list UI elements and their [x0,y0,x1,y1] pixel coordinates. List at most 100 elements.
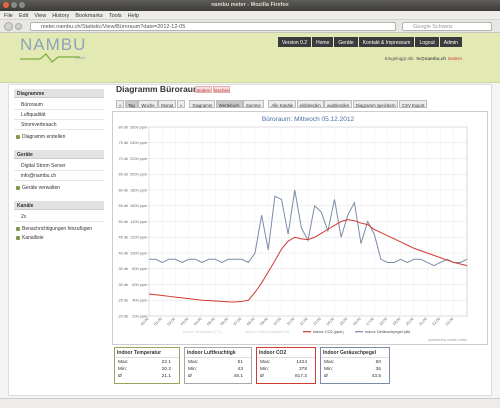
x-tick-label: 10:00 [273,317,283,327]
y-tick-label: 45 db [118,236,128,240]
search-box[interactable]: Google Schweiz [402,22,492,31]
x-tick-label: 17:00 [365,317,375,327]
legend-label: Indoor Geräuschpegel (db) [365,330,411,334]
stats-label: Min: [260,367,270,372]
toolbar-button[interactable]: Alle Kanäle [268,100,297,108]
window-button[interactable] [3,2,9,8]
toolbar-button[interactable]: einblenden [296,100,324,108]
y-tick-label: 25 db [118,299,128,303]
menu-item[interactable]: History [52,12,70,19]
menu-item[interactable]: Help [127,12,139,19]
sidebar-action[interactable]: Geräte verwalten [22,185,61,191]
sidebar-item[interactable]: Stromverbrauch [14,120,104,130]
sidebar-action-icon [16,227,20,231]
logo-wave [20,53,80,63]
y-tick-label: 35 db [118,267,128,271]
sidebar-action[interactable]: Kanalliste [22,235,44,241]
menu-item[interactable]: Bookmarks [75,12,103,19]
series-line [149,189,468,267]
nav-button[interactable]: Logout [415,37,439,47]
y2-tick-label: 1600 ppm [130,204,147,208]
stats-value: 43 [237,367,243,372]
toolbar-button[interactable]: Wertebuch [215,100,243,108]
toolbar-button[interactable]: » [176,100,185,108]
y2-tick-label: 1000 ppm [130,251,147,255]
x-tick-label: 19:00 [392,317,402,327]
forward-button[interactable] [15,23,22,30]
x-tick-label: 21:00 [418,317,428,327]
x-tick-label: 15:00 [339,317,349,327]
sidebar-action[interactable]: Diagramm erstellen [22,134,66,140]
nav-button[interactable]: Home [312,37,334,47]
y-tick-label: 55 db [118,204,128,208]
sidebar-item[interactable]: Büroraum [14,100,104,110]
toolbar-button[interactable]: ausblenden [324,100,353,108]
sidebar-action[interactable]: Benachrichtigungen hinzufügen [22,226,93,232]
sidebar-item[interactable]: Luftqualität [14,110,104,120]
stats-title: Indoor Geräuschpegel [323,349,377,356]
login-change[interactable]: ändern [447,56,462,61]
stats-label: Min: [188,367,198,372]
login-info: Eingeloggt als: tv@nambu.ch ändern [320,56,462,61]
stats-box: Indoor Luftfeuchtigk Max: 51 Min: 43 Ø 48.1 [184,347,252,384]
sidebar-item[interactable]: 2x [14,212,104,222]
stats-label: Ø [324,374,328,379]
menu-item[interactable]: View [34,12,47,19]
sidebar-heading: Diagramme [14,89,104,98]
stats-value: 20.2 [161,367,171,372]
toolbar-button[interactable]: CSV Export [398,100,428,108]
x-tick-label: 00:00 [140,317,150,327]
x-tick-label: 16:00 [352,317,362,327]
sidebar-item[interactable]: info@nambu.ch [14,171,104,181]
url-bar[interactable]: meter.nambu.ch/Statistic/View/Büroraum?d… [30,22,396,31]
back-button[interactable] [4,22,13,31]
x-tick-label: 09:00 [259,317,269,327]
stats-value: 48.1 [233,374,243,379]
stats-box: Indoor Geräuschpegel Max: 60 Min: 36 Ø 43.5 [320,347,390,384]
stats-title: Indoor Temperatur [117,349,162,356]
logo-line [20,53,80,63]
nav-button[interactable]: Version 0.2 [278,37,312,47]
nav-bar: meter.nambu.ch/Statistic/View/Büroraum?d… [0,20,500,33]
legend-hidden-label: Indoor Temperatur (°C) [183,330,223,334]
stats-label: Ø [188,374,192,379]
chart-frame: Büroraum: Mittwoch 05.12.2012 80 db 75 db 7… [112,111,488,345]
site-header: NAMBU meter Version 0.2 Home Geräte Kontakt &… [0,33,500,83]
menu-item[interactable]: Edit [18,12,29,19]
x-tick-label: 11:00 [286,317,295,326]
stats-title: Indoor CO2 [259,349,287,356]
y-tick-label: 70 db [118,157,128,161]
sidebar-action-icon [16,186,20,190]
nav-button[interactable]: Geräte [334,37,358,47]
menu-item[interactable]: File [4,12,13,19]
legend-hidden-label: Indoor Luftfeuchtigkeit (%) [245,330,290,334]
toolbar-button[interactable]: Woche [138,100,158,108]
legend-label: Indoor CO2 (ppm) [313,330,344,334]
toolbar-button[interactable]: Diagramm [189,100,216,108]
x-tick-label: 23:00 [445,317,455,327]
chart: Büroraum: Mittwoch 05.12.2012 80 db 75 db 7… [118,116,468,342]
stats-label: Min: [118,367,128,372]
heading-button[interactable]: löschen [213,86,230,93]
nav-button[interactable]: Kontakt & Impressum [358,37,415,47]
stats-box: Indoor CO2 Max: 1424 Min: 378 Ø 817.2 [256,347,316,384]
x-tick-label: 03:00 [180,317,190,327]
toolbar-button[interactable]: Monat [158,100,177,108]
toolbar-button[interactable]: « [116,100,125,108]
heading-button[interactable]: ändern [195,86,212,93]
toolbar-button[interactable]: Summe [243,100,264,108]
toolbar-button[interactable]: Tag [124,100,138,108]
toolbar-button[interactable]: Diagramm speichern [352,100,399,108]
window-button[interactable] [11,2,17,8]
stats-value: 51 [237,360,243,365]
y2-tick-label: 2600 ppm [130,125,147,129]
stats-label: Max: [188,360,199,365]
menu-item[interactable]: Tools [108,12,122,19]
nav-button[interactable]: Admin [439,37,462,47]
y2-tick-label: 200 ppm [132,314,147,318]
x-tick-label: 05:00 [206,317,216,327]
sidebar-item[interactable]: Digital Strom Server [14,161,104,171]
window-button[interactable] [19,2,25,8]
